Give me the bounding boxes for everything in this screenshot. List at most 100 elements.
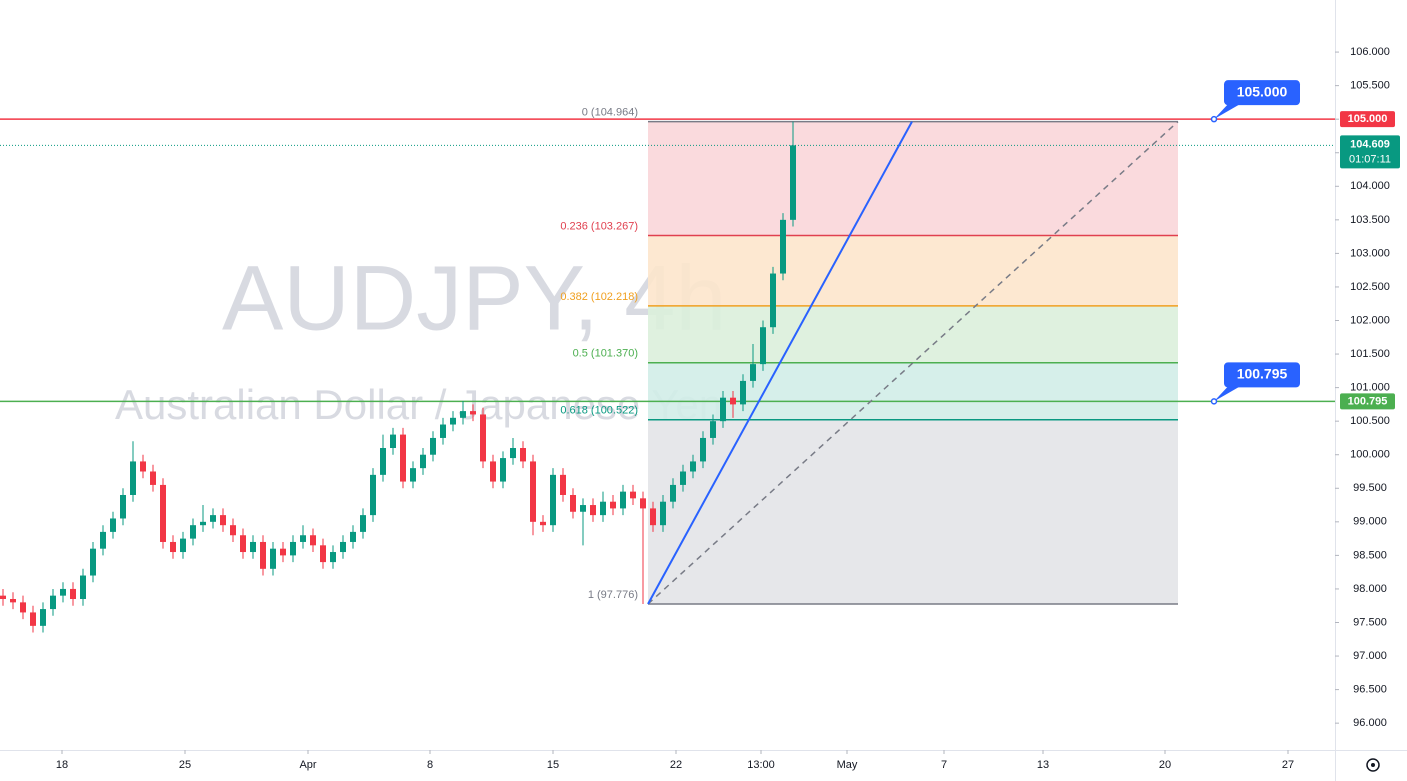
y-tick-label: 101.000 xyxy=(1350,382,1390,394)
candle-body xyxy=(90,548,96,576)
candle-body xyxy=(440,424,446,438)
candle-body xyxy=(670,484,676,502)
candle-body xyxy=(310,535,316,546)
candle-body xyxy=(790,145,796,220)
price-axis-tag-label: 100.795 xyxy=(1348,395,1388,407)
x-tick-label: 27 xyxy=(1282,759,1294,771)
candle-body xyxy=(340,541,346,553)
candle-body xyxy=(180,538,186,553)
fib-band xyxy=(648,362,1178,420)
candle-body xyxy=(0,595,6,600)
candle-body xyxy=(420,454,426,469)
y-tick-label: 103.500 xyxy=(1350,214,1390,226)
candle-body xyxy=(260,541,266,569)
candle-body xyxy=(490,461,496,482)
x-tick-label: 20 xyxy=(1159,759,1171,771)
candle-body xyxy=(140,461,146,472)
candle-body xyxy=(50,595,56,610)
callout-box xyxy=(1224,80,1300,106)
callout-box xyxy=(1224,362,1300,388)
candle-body xyxy=(10,599,16,603)
candle-body xyxy=(700,437,706,462)
candle-body xyxy=(780,219,786,274)
candle-body xyxy=(70,588,76,600)
y-tick-label: 98.000 xyxy=(1353,583,1387,595)
settings-icon[interactable] xyxy=(1366,758,1380,772)
candle-body xyxy=(250,541,256,553)
callout-anchor xyxy=(1210,398,1218,405)
y-tick-label: 100.000 xyxy=(1350,449,1390,461)
candle-body xyxy=(750,364,756,381)
candle-body xyxy=(400,434,406,482)
candle-body xyxy=(30,612,36,626)
fib-band xyxy=(648,235,1178,306)
candle-body xyxy=(640,498,646,509)
watermark-symbol: AUDJPY, 4h xyxy=(222,247,727,349)
x-tick-label: Apr xyxy=(299,759,316,771)
fib-band xyxy=(648,419,1178,604)
fib-level-label: 0.5 (101.370) xyxy=(573,348,638,360)
candle-body xyxy=(230,525,236,536)
candle-body xyxy=(190,525,196,539)
candle-body xyxy=(500,458,506,482)
fib-level-label: 0 (104.964) xyxy=(582,107,638,119)
y-tick-label: 97.000 xyxy=(1353,650,1387,662)
candle-body xyxy=(770,273,776,328)
candle-body xyxy=(550,474,556,526)
y-tick-label: 102.500 xyxy=(1350,281,1390,293)
candle-body xyxy=(20,602,26,613)
candle-body xyxy=(280,548,286,556)
candle-body xyxy=(360,515,366,532)
plot-area: AUDJPY, 4h Australian Dollar / Japanese Y… xyxy=(0,107,1335,633)
candle-body xyxy=(540,521,546,526)
y-tick-label: 105.500 xyxy=(1350,80,1390,92)
candle-body xyxy=(300,535,306,542)
candle-body xyxy=(570,494,576,512)
candle-body xyxy=(150,471,156,485)
candle-body xyxy=(290,541,296,556)
y-tick-label: 101.500 xyxy=(1350,348,1390,360)
candle-body xyxy=(40,609,46,626)
candle-body xyxy=(220,515,226,526)
callout-anchor xyxy=(1210,115,1218,123)
y-tick-label: 104.000 xyxy=(1350,180,1390,192)
candle-body xyxy=(330,552,336,563)
y-tick-label: 99.000 xyxy=(1353,516,1387,528)
candle-body xyxy=(410,468,416,482)
y-tick-label: 97.500 xyxy=(1353,616,1387,628)
candle-body xyxy=(510,448,516,459)
x-tick-label: May xyxy=(837,759,858,771)
callout-pointer xyxy=(1214,386,1240,402)
candle-body xyxy=(210,515,216,522)
x-tick-label: 8 xyxy=(427,759,433,771)
candle-body xyxy=(690,461,696,472)
candle-body xyxy=(350,531,356,542)
countdown-label: 01:07:11 xyxy=(1349,153,1391,165)
y-tick-label: 106.000 xyxy=(1350,46,1390,58)
fib-level-label: 1 (97.776) xyxy=(588,589,638,601)
callout-label: 105.000 xyxy=(1237,83,1288,99)
candle-body xyxy=(240,535,246,553)
candle-body xyxy=(610,501,616,509)
candle-body xyxy=(650,508,656,526)
candle-body xyxy=(110,518,116,532)
fib-band xyxy=(648,121,1178,236)
candle-body xyxy=(380,448,386,475)
candle-body xyxy=(270,548,276,569)
candle-body xyxy=(100,531,106,549)
x-tick-label: 25 xyxy=(179,759,191,771)
callout-label: 100.795 xyxy=(1237,366,1288,382)
last-price-label: 104.609 xyxy=(1350,138,1390,150)
candle-body xyxy=(710,421,716,438)
callout-pointer xyxy=(1214,104,1240,120)
last-price-tag xyxy=(1340,135,1400,169)
candle-body xyxy=(320,545,326,563)
candle-body xyxy=(160,484,166,542)
x-tick-label: 13:00 xyxy=(747,759,775,771)
x-tick-label: 15 xyxy=(547,759,559,771)
candle-body xyxy=(630,491,636,499)
fib-level-label: 0.618 (100.522) xyxy=(560,405,638,417)
candle-body xyxy=(370,474,376,516)
candle-body xyxy=(560,474,566,495)
